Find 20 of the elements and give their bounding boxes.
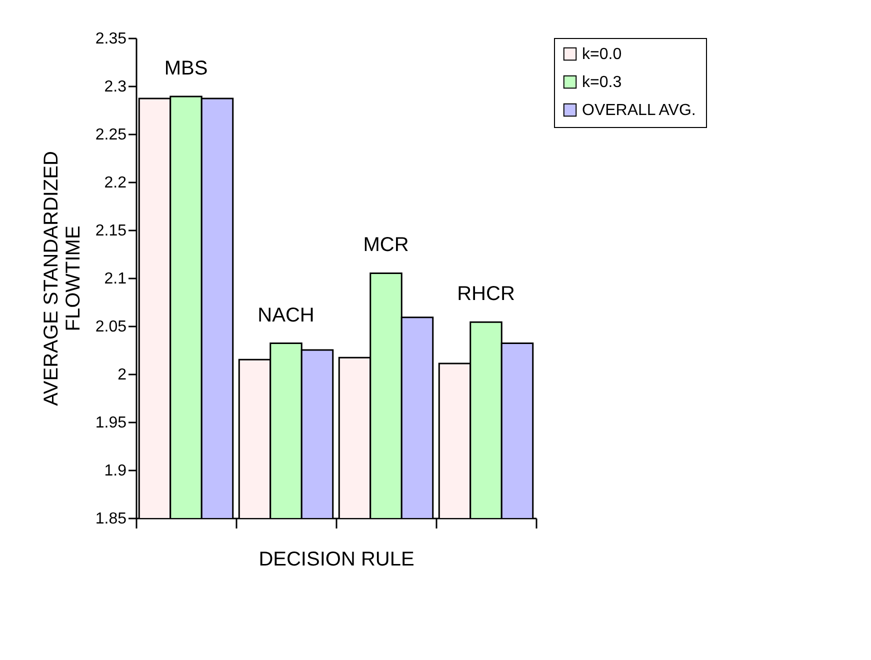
- y-tick-label: 1.9: [104, 462, 127, 480]
- legend-label: k=0.0: [582, 46, 622, 63]
- y-tick-label: 2.35: [95, 30, 127, 48]
- y-tick-label: 2.2: [104, 174, 127, 192]
- y-tick-label: 2.3: [104, 78, 127, 96]
- y-tick-label: 1.95: [95, 414, 127, 432]
- x-tick-label: NACH: [258, 304, 314, 326]
- x-tick-label: RHCR: [457, 283, 515, 306]
- y-tick-label: 2: [118, 366, 127, 384]
- legend-label: OVERALL AVG.: [582, 102, 696, 119]
- x-tick-label: MBS: [164, 58, 208, 80]
- x-axis-title: DECISION RULE: [258, 548, 414, 570]
- y-tick-label: 1.85: [95, 510, 127, 528]
- legend-label: k=0.3: [582, 74, 622, 91]
- y-tick-label: 2.05: [95, 318, 127, 336]
- x-tick-label: MCR: [363, 234, 409, 256]
- y-tick-label: 2.25: [95, 126, 127, 144]
- y-tick-label: 2.1: [104, 270, 127, 288]
- y-tick-label: 2.15: [95, 222, 127, 240]
- y-axis-title: AVERAGE STANDARDIZED FLOWTIME: [40, 151, 84, 406]
